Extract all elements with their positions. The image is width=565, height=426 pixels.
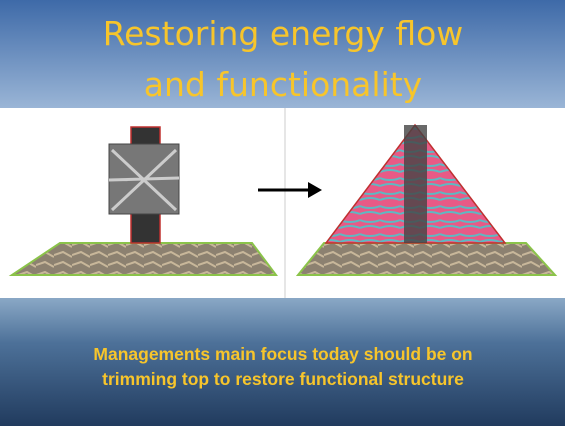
base-plane: [298, 243, 555, 275]
title-line: Restoring energy flow: [103, 14, 464, 53]
title-line: and functionality: [144, 65, 422, 104]
base-plane: [12, 243, 276, 275]
caption-line: trimming top to restore functional struc…: [102, 369, 464, 389]
page: Restoring energy flow and functionality …: [0, 0, 565, 426]
caption-line: Managements main focus today should be o…: [93, 344, 472, 364]
column: [404, 125, 427, 243]
slide: Restoring energy flow and functionality …: [0, 0, 565, 426]
